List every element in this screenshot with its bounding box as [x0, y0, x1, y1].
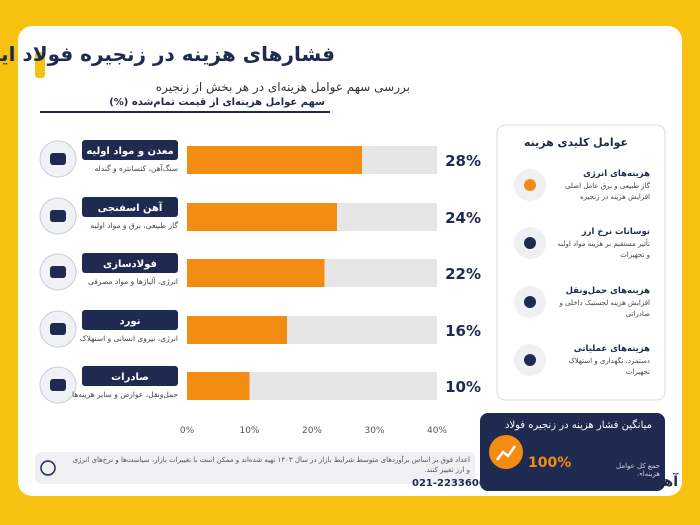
footnote: اعداد فوق بر اساس برآوردهای متوسط شرایط …	[72, 456, 470, 474]
category-icon-glyph	[50, 266, 66, 278]
value-label: 16%	[445, 322, 481, 340]
summary-icon-glyph	[496, 445, 517, 461]
x-tick-label: 40%	[427, 426, 447, 436]
bar	[187, 146, 362, 174]
value-label: 22%	[445, 265, 481, 283]
category-pill	[82, 140, 178, 160]
category-label: آهن اسفنجی	[98, 201, 163, 214]
factor-icon-glyph	[524, 296, 536, 308]
x-tick-label: 10%	[239, 426, 259, 436]
category-label: معدن و مواد اولیه	[86, 146, 173, 157]
factors-title: عوامل کلیدی هزینه	[523, 136, 628, 149]
subtitle: بررسی سهم عوامل هزینه‌ای در هر بخش از زن…	[155, 80, 410, 94]
x-tick-label: 30%	[364, 426, 384, 436]
category-pill	[82, 253, 178, 273]
summary-note: جمع کل عوامل هزینه‌ای	[616, 462, 660, 478]
bar	[187, 372, 250, 400]
value-label: 24%	[445, 209, 481, 227]
category-icon-glyph	[50, 153, 66, 165]
category-pill	[82, 310, 178, 330]
factor-icon-glyph	[524, 179, 536, 191]
summary-value: 100%	[528, 455, 572, 471]
bar	[187, 203, 337, 231]
factor-title: هزینه‌های انرژی	[583, 169, 650, 179]
info-icon	[40, 460, 56, 476]
factor-title: هزینه‌های عملیاتی	[573, 344, 650, 354]
category-label: نورد	[120, 316, 141, 327]
value-label: 10%	[445, 378, 481, 396]
factor-title: نوسانات نرخ ارز	[581, 227, 650, 237]
factor-text: دستمزد، نگهداری و استهلاک تجهیزات	[568, 357, 650, 376]
title: فشارهای هزینه در زنجیره فولاد ایران	[0, 42, 335, 66]
summary-title: میانگین فشار هزینه در زنجیره فولاد	[504, 420, 652, 431]
logo: آهن 123	[616, 474, 678, 490]
summary-panel	[480, 413, 665, 491]
website: WWW.AHAN-123.COM	[505, 478, 616, 488]
axis-label: سهم عوامل هزینه‌ای از قیمت تمام‌شده (%)	[109, 97, 325, 108]
value-label: 28%	[445, 152, 481, 170]
summary-icon	[489, 435, 523, 469]
phone: 021-22336060	[412, 478, 493, 489]
title-accent	[35, 52, 45, 78]
category-note: حمل‌ونقل، عوارض و سایر هزینه‌ها	[71, 390, 178, 399]
x-tick-label: 20%	[302, 426, 322, 436]
category-note: انرژی، نیروی انسانی و استهلاک	[79, 334, 178, 343]
category-pill	[82, 197, 178, 217]
category-note: سنگ‌آهن، کنسانتره و گندله	[94, 164, 178, 173]
category-note: گاز طبیعی، برق و مواد اولیه	[90, 221, 178, 230]
bar	[187, 316, 287, 344]
x-tick-label: 0%	[180, 426, 195, 436]
factor-text: افزایش هزینه لجستیک داخلی و صادراتی	[559, 299, 650, 318]
factor-icon-glyph	[524, 354, 536, 366]
category-icon-glyph	[50, 379, 66, 391]
bar	[187, 259, 325, 287]
footnote-box	[35, 452, 475, 484]
category-label: صادرات	[111, 372, 149, 383]
category-icon-glyph	[50, 323, 66, 335]
category-note: انرژی، آلیاژها و مواد مصرفی	[88, 277, 178, 286]
category-pill	[82, 366, 178, 386]
factor-text: تأثیر مستقیم بر هزینه مواد اولیه و تجهیز…	[557, 240, 650, 259]
factor-title: هزینه‌های حمل‌ونقل	[565, 286, 650, 296]
category-icon-glyph	[50, 210, 66, 222]
factor-text: گاز طبیعی و برق عامل اصلی افزایش هزینه د…	[564, 182, 650, 201]
factor-icon-glyph	[524, 237, 536, 249]
category-label: فولادسازی	[103, 259, 157, 270]
